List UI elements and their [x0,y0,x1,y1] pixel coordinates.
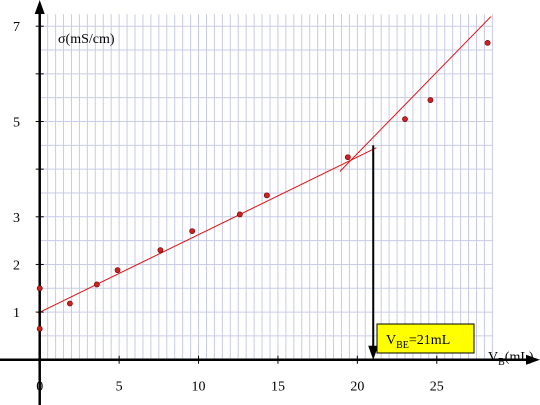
y-axis-label: σ(mS/cm) [58,32,115,47]
marker-arrow [368,345,379,360]
y-tick-label: 3 [13,211,20,226]
grid [39,14,493,361]
x-tick-label: 5 [116,380,123,395]
data-point [263,192,270,199]
x-tick-label: 10 [192,380,206,395]
annotation-box: VBE=21mL [376,323,475,354]
data-points [36,39,491,332]
tick-labels: 0 5 10 15 20 25 1 2 3 5 7 [13,20,444,395]
annotation-background [376,323,475,354]
data-point [66,300,73,307]
x-axis-label: VB(mL) [488,350,534,368]
data-point [157,247,164,254]
x-tick-label: 25 [430,380,444,395]
y-tick-label: 5 [13,116,20,131]
x-tick-label: 20 [350,380,364,395]
annotation-sub: BE [396,340,409,351]
annotation-rest: =21mL [409,333,450,348]
data-point [189,228,196,234]
y-tick-label: 2 [13,258,20,273]
data-point [484,39,491,46]
x-tick-label: 15 [271,380,285,395]
data-point [236,211,243,218]
fit-lines [37,16,492,314]
equivalence-marker [368,145,379,360]
annotation-main: V [386,333,396,348]
fit-line [339,16,492,172]
data-point [114,267,121,274]
x-tick-label: 0 [36,380,43,395]
x-axis-label-unit: (mL) [505,350,534,365]
y-tick-label: 1 [13,306,20,321]
data-point [36,325,43,332]
x-axis-arrow [526,354,540,365]
data-point [402,116,408,123]
x-axis-label-main: V [488,350,498,365]
y-tick-label: 7 [13,20,20,35]
y-axis-arrow [34,0,45,14]
data-point [344,154,351,161]
annotation-label: VBE=21mL [386,333,450,351]
x-axis-label-sub: B [498,357,505,368]
data-point [93,281,100,288]
data-point [36,285,43,292]
data-point [427,97,434,103]
